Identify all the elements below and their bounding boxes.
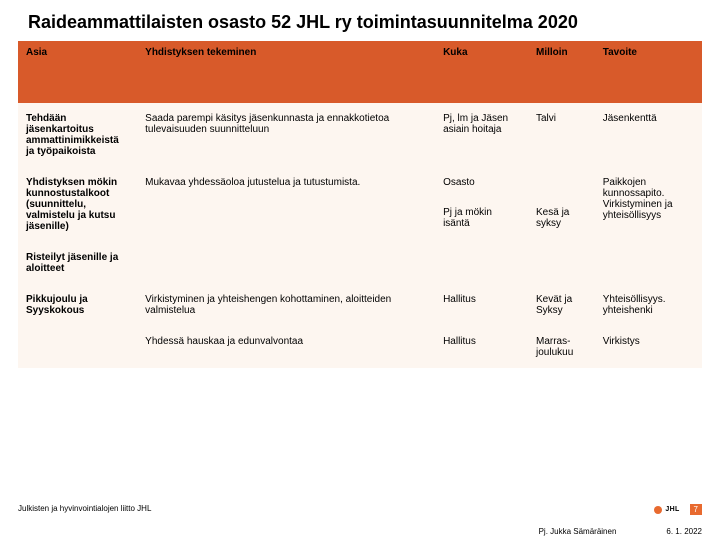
header-kuka: Kuka: [435, 41, 528, 103]
cell-kuka: Osasto: [435, 167, 528, 205]
table-row: Yhdessä hauskaa ja edunvalvontaa Hallitu…: [18, 326, 702, 368]
logo-text: JHL: [665, 506, 679, 513]
header-asia: Asia: [18, 41, 137, 103]
footer-org: Julkisten ja hyvinvointialojen liitto JH…: [18, 504, 151, 513]
footer-meta: Pj. Jukka Sämäräinen 6. 1. 2022: [539, 527, 702, 536]
footer-date: 6. 1. 2022: [666, 527, 702, 536]
cell-kuka: Pj, lm ja Jäsen asiain hoitaja: [435, 103, 528, 167]
logo-badge: JHL: [654, 506, 679, 514]
cell-tavoite: Virkistys: [595, 326, 702, 368]
cell-tavoite: Jäsenkenttä: [595, 103, 702, 167]
table-header-row: Asia Yhdistyksen tekeminen Kuka Milloin …: [18, 41, 702, 103]
cell-asia: Yhdistyksen mökin kunnostustalkoot (suun…: [18, 167, 137, 242]
cell-tekeminen: Saada parempi käsitys jäsenkunnasta ja e…: [137, 103, 435, 167]
footer-author: Pj. Jukka Sämäräinen: [539, 527, 617, 536]
header-tavoite: Tavoite: [595, 41, 702, 103]
cell-tavoite: Paikkojen kunnossapito. Virkistyminen ja…: [595, 167, 702, 242]
page-number: 7: [690, 504, 702, 515]
cell-tekeminen: Mukavaa yhdessäoloa jutustelua ja tutust…: [137, 167, 435, 242]
plan-table-wrapper: Asia Yhdistyksen tekeminen Kuka Milloin …: [0, 41, 720, 368]
cell-kuka: Pj ja mökin isäntä: [435, 205, 528, 242]
cell-milloin: Talvi: [528, 103, 595, 167]
cell-tavoite: Yhteisöllisyys. yhteishenki: [595, 284, 702, 326]
cell-asia: Risteilyt jäsenille ja aloitteet: [18, 242, 137, 284]
footer-org-text: Julkisten ja hyvinvointialojen liitto JH…: [18, 504, 151, 513]
table-row: Tehdään jäsenkartoitus ammattinimikkeist…: [18, 103, 702, 167]
cell-milloin: [528, 242, 595, 284]
cell-milloin: Kevät ja Syksy: [528, 284, 595, 326]
cell-tekeminen: Virkistyminen ja yhteishengen kohottamin…: [137, 284, 435, 326]
plan-table: Asia Yhdistyksen tekeminen Kuka Milloin …: [18, 41, 702, 368]
table-row: Yhdistyksen mökin kunnostustalkoot (suun…: [18, 167, 702, 205]
logo-dot-icon: [654, 506, 662, 514]
table-row: Pikkujoulu ja Syyskokous Virkistyminen j…: [18, 284, 702, 326]
cell-asia: [18, 326, 137, 368]
cell-milloin: [528, 167, 595, 205]
table-row: Risteilyt jäsenille ja aloitteet: [18, 242, 702, 284]
cell-tavoite: [595, 242, 702, 284]
footer-right: JHL 7: [654, 504, 702, 515]
cell-milloin: Marras-joulukuu: [528, 326, 595, 368]
cell-tekeminen: [137, 242, 435, 284]
cell-kuka: Hallitus: [435, 284, 528, 326]
page-title: Raideammattilaisten osasto 52 JHL ry toi…: [0, 0, 720, 41]
cell-milloin: Kesä ja syksy: [528, 205, 595, 242]
header-tekeminen: Yhdistyksen tekeminen: [137, 41, 435, 103]
cell-asia: Pikkujoulu ja Syyskokous: [18, 284, 137, 326]
cell-tekeminen: Yhdessä hauskaa ja edunvalvontaa: [137, 326, 435, 368]
header-milloin: Milloin: [528, 41, 595, 103]
cell-kuka: [435, 242, 528, 284]
cell-asia: Tehdään jäsenkartoitus ammattinimikkeist…: [18, 103, 137, 167]
cell-kuka: Hallitus: [435, 326, 528, 368]
